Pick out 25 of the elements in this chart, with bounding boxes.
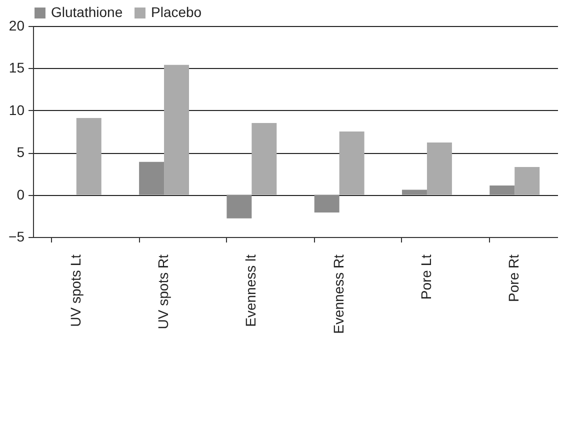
y-tick-label: −5: [8, 228, 25, 244]
x-tick-label: Evenness Rt: [330, 254, 346, 334]
legend-label: Placebo: [151, 4, 202, 20]
y-tick-label: 10: [8, 102, 25, 118]
y-tick-label: 20: [8, 18, 25, 34]
bar: [139, 162, 164, 195]
x-tick-label: UV spots Lt: [67, 254, 84, 327]
bar: [490, 186, 515, 195]
x-tick-label: Pore Rt: [506, 254, 522, 302]
x-tick-label: UV spots Rt: [155, 254, 172, 330]
bar: [164, 64, 190, 195]
x-tick-label: Pore Lt: [418, 254, 434, 300]
y-tick-label: 5: [16, 144, 25, 160]
x-tick-label: Evenness lt: [242, 254, 259, 327]
bar: [339, 132, 364, 195]
bar: [76, 118, 102, 195]
bar: [402, 190, 427, 195]
bar: [514, 166, 540, 195]
bar: [314, 194, 340, 213]
y-tick-label: 15: [8, 60, 25, 76]
legend-label: Glutathione: [51, 4, 123, 20]
bar: [252, 123, 277, 195]
bar: [426, 142, 452, 195]
bar: [226, 194, 252, 218]
y-tick-label: 0: [16, 186, 25, 202]
